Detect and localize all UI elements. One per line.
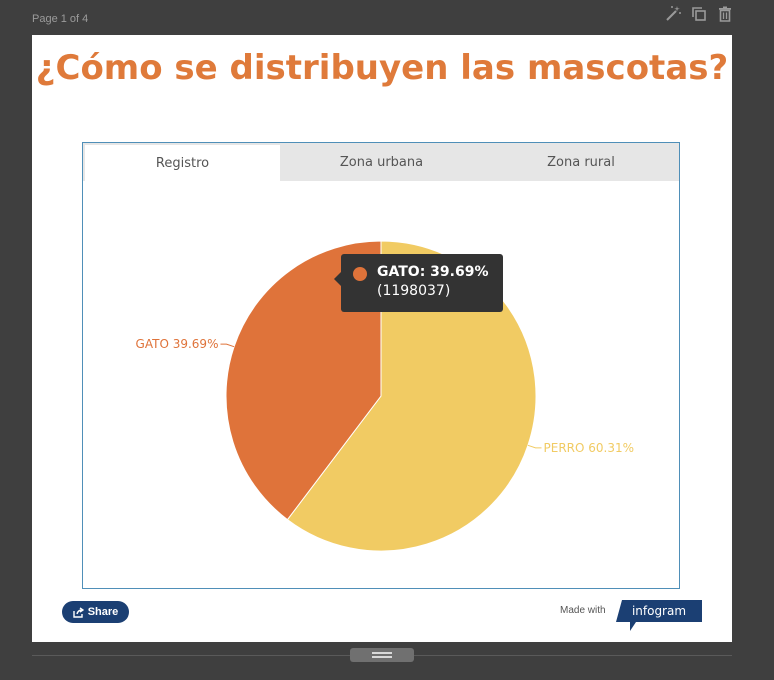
magic-wand-icon[interactable] xyxy=(664,5,682,23)
chart-tabs: Registro Zona urbana Zona rural xyxy=(83,143,679,181)
tab-zona-rural[interactable]: Zona rural xyxy=(547,154,615,170)
leader-line-perro xyxy=(527,444,542,449)
tooltip-value: (1198037) xyxy=(377,283,451,299)
chart-container: Registro Zona urbana Zona rural GATO 39.… xyxy=(82,142,680,589)
chart-tooltip: GATO: 39.69% (1198037) xyxy=(334,254,503,312)
tooltip-label: GATO: 39.69% xyxy=(377,264,489,280)
share-icon xyxy=(73,606,84,618)
leader-line-gato xyxy=(220,343,235,348)
infographic-page: ¿Cómo se distribuyen las mascotas? Regis… xyxy=(32,35,732,642)
resize-handle[interactable] xyxy=(350,648,414,662)
duplicate-icon[interactable] xyxy=(690,5,708,23)
slice-label-gato: GATO 39.69% xyxy=(136,337,219,351)
share-button[interactable]: Share xyxy=(62,601,129,623)
made-with-text: Made with xyxy=(560,605,606,616)
pie-chart: GATO 39.69% PERRO 60.31% xyxy=(136,240,635,552)
tooltip-color-dot xyxy=(353,267,367,281)
infogram-logo[interactable]: infogram xyxy=(616,600,702,632)
trash-icon[interactable] xyxy=(716,5,734,23)
page-toolbar xyxy=(664,5,734,23)
slice-label-perro: PERRO 60.31% xyxy=(544,441,635,455)
tab-registro[interactable]: Registro xyxy=(85,143,280,181)
share-label: Share xyxy=(87,606,119,618)
infogram-brand-text: infogram xyxy=(631,604,687,618)
page-title: ¿Cómo se distribuyen las mascotas? xyxy=(35,48,729,88)
page-indicator: Page 1 of 4 xyxy=(32,13,89,25)
tab-zona-urbana[interactable]: Zona urbana xyxy=(339,154,424,170)
